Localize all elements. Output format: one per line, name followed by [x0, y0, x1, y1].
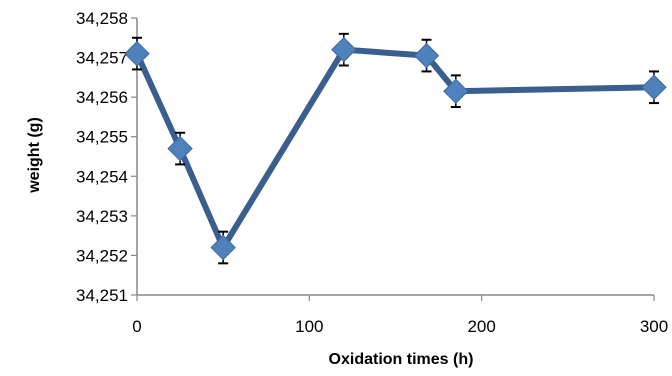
y-tick-label: 34,255 [76, 128, 128, 147]
x-axis-title: Oxidation times (h) [329, 351, 474, 368]
y-tick-label: 34,253 [76, 207, 128, 226]
y-tick-label: 34,256 [76, 88, 128, 107]
x-tick-label: 0 [132, 317, 141, 336]
data-point [167, 135, 193, 162]
y-tick-label: 34,258 [76, 9, 128, 28]
x-tick-label: 200 [467, 317, 495, 336]
x-tick-label: 100 [295, 317, 323, 336]
axes [136, 18, 654, 296]
y-tick-label: 34,254 [76, 167, 128, 186]
data-point [210, 234, 236, 261]
series-line [134, 46, 657, 251]
data-point [443, 78, 469, 104]
y-tick-label: 34,251 [76, 286, 128, 305]
data-point [641, 74, 667, 100]
ticks: 34,251 34,252 34,253 34,254 34,255 34,256 34,2… [76, 9, 668, 336]
y-tick-label: 34,257 [76, 49, 128, 68]
y-axis-title: weight (g) [26, 117, 43, 194]
data-point [331, 36, 357, 63]
data-point [124, 40, 150, 67]
y-tick-label: 34,252 [76, 246, 128, 265]
series-layer [124, 32, 667, 265]
data-point [413, 42, 440, 69]
x-tick-label: 300 [640, 317, 668, 336]
